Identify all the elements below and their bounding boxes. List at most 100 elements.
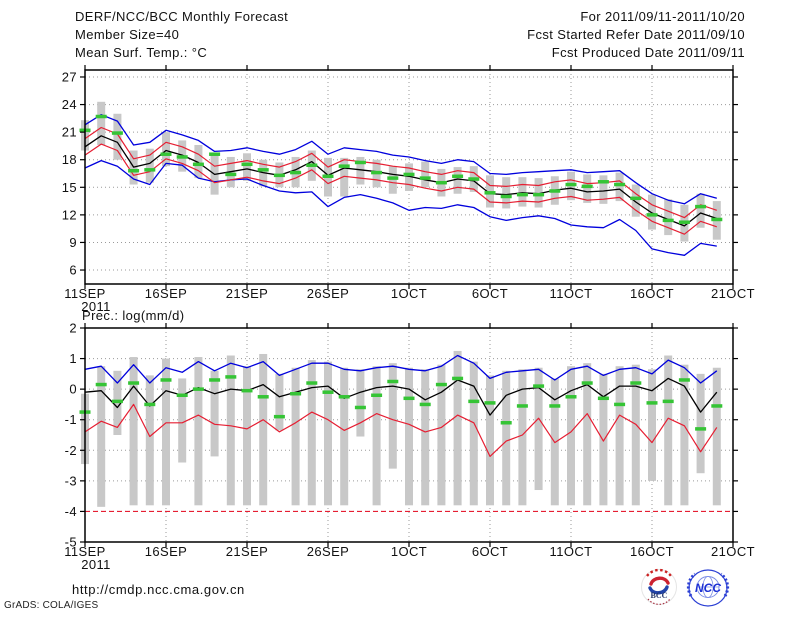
y-tick-label: -2 (65, 443, 77, 458)
x-tick-label: 16OCT (630, 544, 674, 559)
green-dash-marker (338, 164, 350, 168)
green-dash-marker (290, 170, 302, 175)
spread-bar (340, 157, 349, 197)
y-tick-label: 24 (62, 97, 77, 112)
spread-bar (194, 145, 203, 179)
green-dash-marker (678, 220, 690, 224)
prec-chart-title: Prec.: log(mm/d) (82, 308, 185, 323)
temp-chart-title: Mean Surf. Temp.: °C (75, 45, 208, 60)
spread-bar (502, 370, 511, 506)
green-dash-marker (452, 376, 464, 381)
green-dash-marker (176, 393, 188, 398)
green-dash-marker (581, 381, 593, 385)
spread-bar (583, 174, 592, 203)
spread-bar (178, 378, 187, 463)
green-dash-marker (419, 176, 431, 180)
produced-date-label: Fcst Produced Date 2011/09/11 (551, 45, 745, 60)
green-dash-marker (338, 395, 350, 399)
green-dash-marker (533, 384, 545, 388)
x-tick-label: 6OCT (472, 286, 508, 301)
bcc-swirl-red (649, 576, 670, 586)
green-dash-marker (322, 390, 334, 394)
y-tick-label: 15 (62, 180, 77, 195)
green-dash-marker (95, 382, 107, 387)
green-dash-marker (597, 396, 609, 401)
spread-bar (696, 193, 705, 228)
green-dash-marker (209, 152, 221, 156)
green-dash-marker (662, 218, 674, 223)
y-tick-label: 2 (69, 321, 77, 336)
green-dash-marker (484, 401, 496, 405)
spread-bar (162, 358, 170, 506)
y-tick-label: 18 (62, 152, 77, 167)
spread-bar (243, 366, 251, 506)
spread-bar (534, 178, 543, 208)
spread-bar (372, 366, 381, 506)
green-dash-marker (533, 192, 545, 197)
green-dash-marker (354, 160, 366, 165)
forecast-period-label: For 2011/09/11-2011/10/20 (580, 9, 745, 24)
spread-bar (680, 364, 689, 506)
spread-bar (696, 373, 705, 474)
green-dash-marker (241, 388, 253, 393)
spread-bar (145, 148, 154, 183)
green-dash-marker (387, 379, 399, 384)
y-tick-label: -5 (65, 535, 77, 550)
y-tick-label: -4 (65, 504, 77, 519)
spread-bar (599, 373, 608, 506)
green-dash-marker (290, 391, 302, 396)
spread-bar (453, 167, 462, 194)
green-dash-marker (549, 404, 561, 408)
series-ensemble-min-line (84, 159, 717, 256)
spread-bar (437, 364, 446, 506)
y-tick-label: 27 (62, 69, 77, 84)
spread-bar (145, 375, 154, 506)
green-dash-marker (225, 172, 237, 177)
green-dash-marker (387, 176, 399, 180)
ncc-logo: NCC (686, 569, 730, 607)
series-ensemble-max-line (84, 354, 718, 384)
ncc-globe-meridian (702, 576, 714, 598)
spread-bar (97, 101, 106, 146)
green-dash-marker (241, 162, 253, 167)
x-tick-label: 26SEP (307, 544, 349, 559)
green-dash-marker (614, 182, 626, 187)
spread-bar (226, 355, 235, 506)
spread-bar (162, 132, 170, 167)
green-dash-marker (322, 174, 334, 179)
spread-bar (502, 177, 511, 209)
spread-bar (631, 184, 640, 217)
spread-bar (615, 366, 624, 506)
green-dash-marker (630, 381, 642, 385)
green-dash-marker (565, 182, 577, 187)
spread-bar (259, 353, 268, 506)
x-tick-label: 21OCT (711, 286, 755, 301)
bcc-logo: BCC (641, 568, 677, 605)
series-ensemble-mean-line (84, 135, 718, 227)
y-tick-label: 12 (62, 207, 77, 222)
spread-bar (631, 364, 640, 506)
spread-bar (664, 355, 673, 506)
green-dash-marker (452, 174, 464, 179)
page-title: DERF/NCC/BCC Monthly Forecast (75, 9, 289, 24)
ncc-wreath-right (720, 572, 730, 597)
temperature-chart: 27 24 21 18 15 12 9 6 11SEP 16SEP 21SEP 26SEP 1OCT 6O… (62, 65, 755, 314)
green-dash-marker (435, 180, 447, 185)
green-dash-marker (371, 393, 383, 398)
green-dash-marker (549, 189, 561, 193)
spread-bar (275, 373, 284, 431)
spread-bar (291, 367, 300, 506)
green-dash-marker (209, 378, 221, 382)
ncc-wreath-left (686, 572, 696, 597)
spread-bar (307, 360, 316, 506)
x-tick-label: 16SEP (145, 544, 187, 559)
x-tick-label: 11OCT (550, 286, 593, 301)
green-dash-marker (257, 395, 269, 399)
series-lower-band-line (84, 403, 718, 457)
y-tick-label: 1 (69, 351, 77, 366)
spread-bar (421, 161, 430, 188)
spread-bar (129, 357, 138, 506)
green-dash-marker (500, 194, 512, 199)
